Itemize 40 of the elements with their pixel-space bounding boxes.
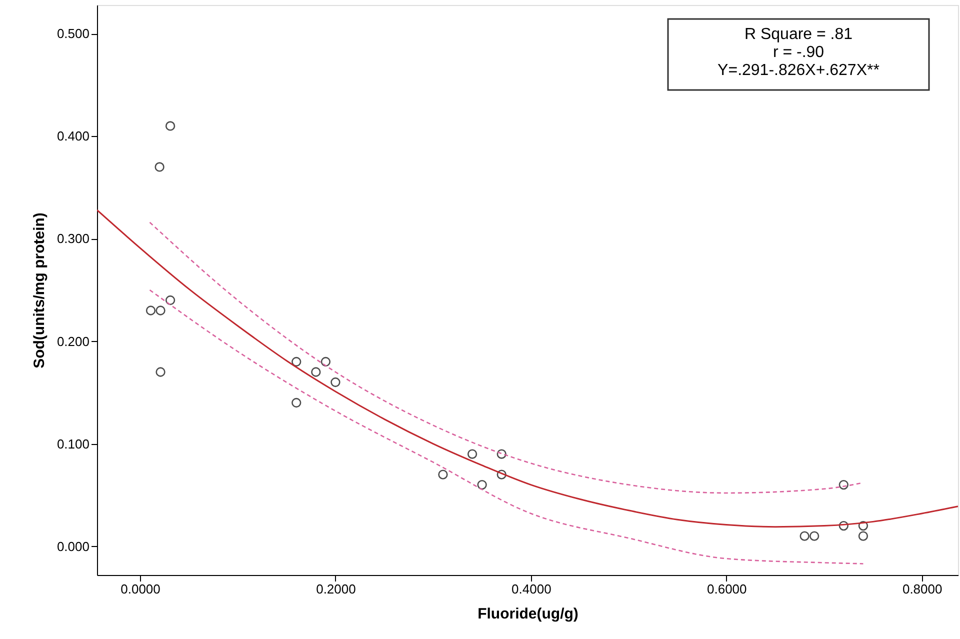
y-tick-label: 0.300 [56, 231, 90, 246]
point [154, 162, 164, 172]
y-tick-label: 0.100 [56, 436, 90, 452]
point [320, 356, 331, 367]
point [146, 306, 156, 316]
point [800, 531, 810, 541]
line-series [97, 209, 958, 528]
x-tick-label: 0.6000 [706, 582, 747, 596]
x-tick-label: 0.0000 [120, 582, 160, 596]
line-series [149, 289, 864, 564]
annotation: Y=.291-.826X+.627X** [718, 62, 880, 79]
y-tick-label: 0.200 [56, 334, 90, 349]
point [330, 377, 340, 388]
point [165, 121, 176, 131]
y-axis-title: Sod(units/mg protein) [30, 212, 48, 368]
point [496, 470, 506, 480]
point [496, 449, 506, 459]
x-axis-title: Fluoride(ug/g) [478, 606, 578, 622]
point [311, 367, 321, 377]
point [838, 520, 848, 531]
y-tick-label: 0.000 [56, 538, 90, 554]
y-tick-label: 0.500 [56, 26, 90, 42]
point [467, 449, 478, 459]
point [810, 531, 820, 541]
x-tick-label: 0.2000 [316, 582, 356, 596]
point [858, 520, 868, 531]
point [438, 470, 448, 480]
point [292, 398, 302, 408]
point [838, 480, 848, 490]
x-tick-label: 0.4000 [512, 582, 552, 596]
annotation: R Square = .81 [744, 26, 853, 43]
point [156, 367, 166, 377]
annotation: r = -.90 [772, 44, 824, 61]
point [165, 295, 176, 306]
y-tick-label: 0.400 [56, 128, 90, 144]
point [292, 356, 302, 367]
point [156, 306, 166, 316]
point [477, 480, 487, 490]
point [858, 531, 868, 541]
x-tick-label: 0.8000 [902, 582, 942, 596]
